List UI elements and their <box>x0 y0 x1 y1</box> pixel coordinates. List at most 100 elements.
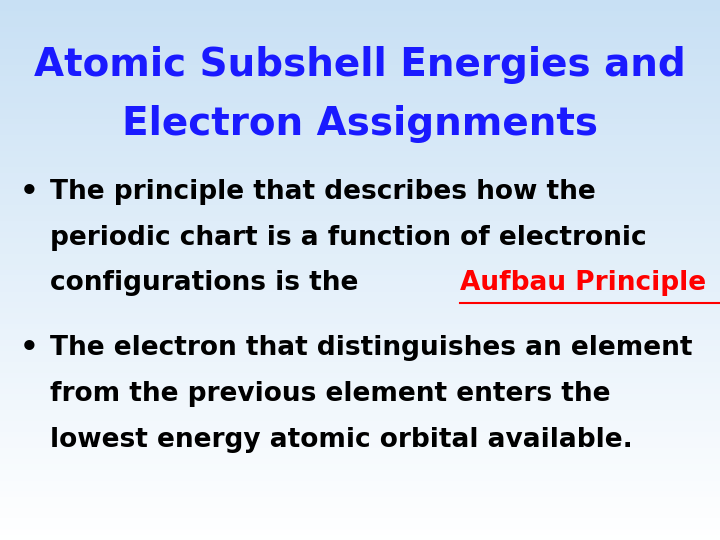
Bar <box>0 508 720 513</box>
Bar <box>0 486 720 491</box>
Bar <box>0 0 720 5</box>
Bar <box>0 92 720 97</box>
Bar <box>0 5 720 11</box>
Bar <box>0 497 720 502</box>
Bar <box>0 248 720 254</box>
Bar <box>0 464 720 470</box>
Bar <box>0 281 720 286</box>
Bar <box>0 16 720 22</box>
Bar <box>0 275 720 281</box>
Bar <box>0 97 720 103</box>
Bar <box>0 173 720 178</box>
Bar <box>0 43 720 49</box>
Bar <box>0 362 720 367</box>
Bar <box>0 151 720 157</box>
Bar <box>0 481 720 486</box>
Bar <box>0 308 720 313</box>
Bar <box>0 448 720 454</box>
Bar <box>0 38 720 43</box>
Bar <box>0 70 720 76</box>
Bar <box>0 443 720 448</box>
Bar <box>0 227 720 232</box>
Bar <box>0 189 720 194</box>
Bar <box>0 329 720 335</box>
Bar <box>0 378 720 383</box>
Bar <box>0 265 720 270</box>
Bar <box>0 416 720 421</box>
Bar <box>0 454 720 459</box>
Bar <box>0 313 720 319</box>
Bar <box>0 421 720 427</box>
Bar <box>0 59 720 65</box>
Bar <box>0 356 720 362</box>
Bar <box>0 340 720 346</box>
Bar <box>0 410 720 416</box>
Bar <box>0 270 720 275</box>
Bar <box>0 346 720 351</box>
Bar <box>0 297 720 302</box>
Bar <box>0 54 720 59</box>
Bar <box>0 518 720 524</box>
Bar <box>0 292 720 297</box>
Bar <box>0 383 720 389</box>
Text: The principle that describes how the: The principle that describes how the <box>50 179 596 205</box>
Bar <box>0 400 720 405</box>
Bar <box>0 27 720 32</box>
Text: lowest energy atomic orbital available.: lowest energy atomic orbital available. <box>50 427 633 453</box>
Bar <box>0 243 720 248</box>
Bar <box>0 178 720 184</box>
Bar <box>0 459 720 464</box>
Bar <box>0 394 720 400</box>
Text: The electron that distinguishes an element: The electron that distinguishes an eleme… <box>50 335 693 361</box>
Bar <box>0 200 720 205</box>
Bar <box>0 108 720 113</box>
Bar <box>0 405 720 410</box>
Bar <box>0 184 720 189</box>
Text: from the previous element enters the: from the previous element enters the <box>50 381 611 407</box>
Text: Electron Assignments: Electron Assignments <box>122 105 598 143</box>
Bar <box>0 319 720 324</box>
Bar <box>0 140 720 146</box>
Bar <box>0 351 720 356</box>
Bar <box>0 135 720 140</box>
Bar <box>0 432 720 437</box>
Bar <box>0 302 720 308</box>
Bar <box>0 259 720 265</box>
Bar <box>0 119 720 124</box>
Bar <box>0 475 720 481</box>
Bar <box>0 86 720 92</box>
Bar <box>0 221 720 227</box>
Bar <box>0 76 720 81</box>
Bar <box>0 146 720 151</box>
Bar <box>0 324 720 329</box>
Bar <box>0 427 720 432</box>
Bar <box>0 49 720 54</box>
Bar <box>0 211 720 216</box>
Bar <box>0 103 720 108</box>
Bar <box>0 194 720 200</box>
Bar <box>0 32 720 38</box>
Bar <box>0 373 720 378</box>
Bar <box>0 286 720 292</box>
Bar <box>0 22 720 27</box>
Bar <box>0 367 720 373</box>
Bar <box>0 238 720 243</box>
Bar <box>0 162 720 167</box>
Bar <box>0 216 720 221</box>
Bar <box>0 205 720 211</box>
Bar <box>0 65 720 70</box>
Text: •: • <box>19 178 38 206</box>
Bar <box>0 524 720 529</box>
Bar <box>0 389 720 394</box>
Text: periodic chart is a function of electronic: periodic chart is a function of electron… <box>50 225 647 251</box>
Text: configurations is the: configurations is the <box>50 271 368 296</box>
Bar <box>0 113 720 119</box>
Bar <box>0 502 720 508</box>
Bar <box>0 470 720 475</box>
Bar <box>0 130 720 135</box>
Bar <box>0 335 720 340</box>
Bar <box>0 491 720 497</box>
Bar <box>0 529 720 535</box>
Bar <box>0 11 720 16</box>
Text: Aufbau Principle: Aufbau Principle <box>460 271 706 296</box>
